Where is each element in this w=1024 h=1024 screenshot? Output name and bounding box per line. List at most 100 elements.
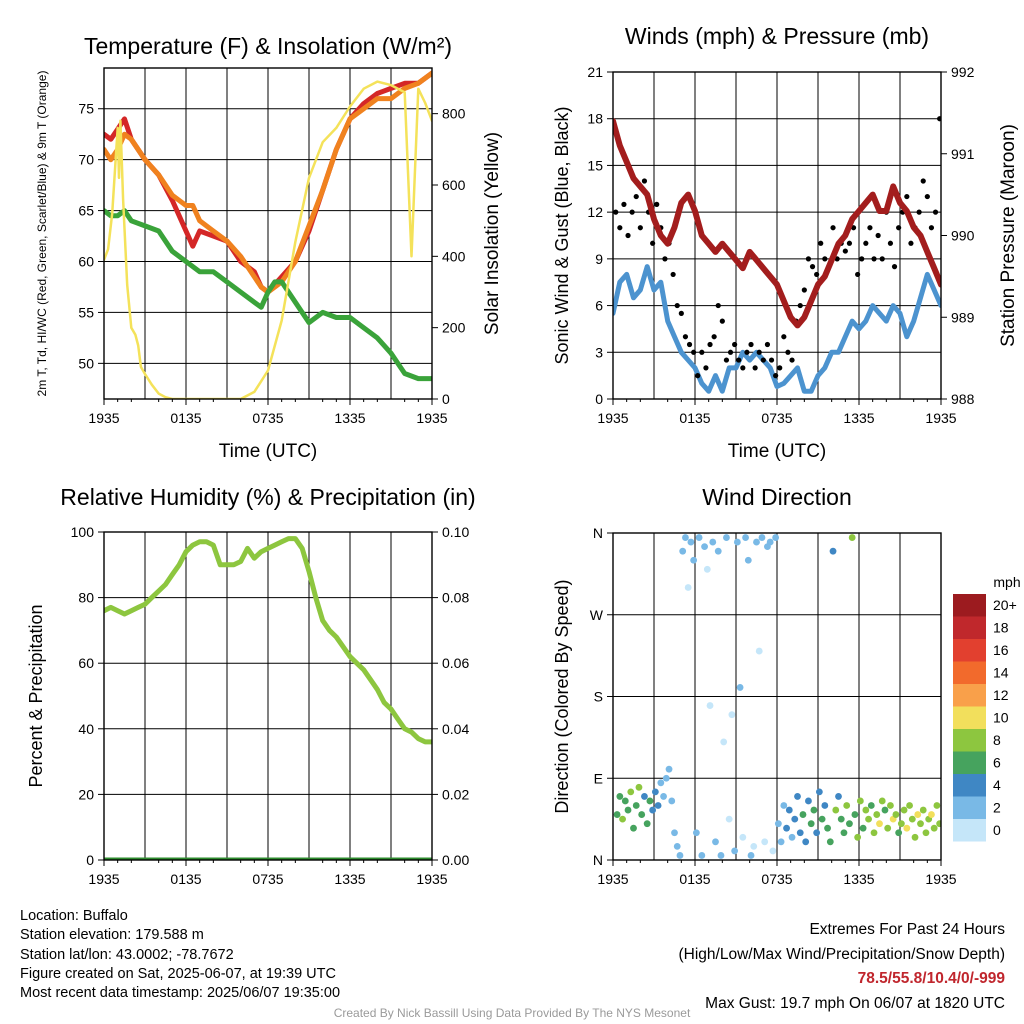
gust-point [621, 201, 627, 207]
direction-point [641, 793, 648, 800]
direction-point [917, 820, 924, 828]
colorbar-swatch [953, 684, 986, 707]
direction-point [747, 852, 755, 859]
direction-point [936, 820, 941, 828]
direction-point [829, 547, 837, 555]
gust-point [764, 341, 771, 348]
gust-point [924, 193, 930, 200]
colorbar-label: 8 [993, 732, 1001, 748]
y-right-tick-label: 989 [951, 309, 975, 325]
gust-point [715, 302, 721, 309]
gust-point [674, 302, 680, 309]
gust-point [736, 357, 742, 363]
gust-point [732, 341, 738, 348]
direction-point [815, 788, 823, 796]
direction-point [725, 815, 733, 823]
colorbar-swatch [953, 661, 986, 684]
y-right-tick-label: 0 [442, 391, 450, 407]
gust-point [744, 349, 750, 355]
x-tick-label: 0735 [252, 871, 283, 887]
chart-title: Temperature (F) & Insolation (W/m²) [84, 33, 452, 59]
credit-text: Created By Nick Bassill Using Data Provi… [333, 1006, 691, 1020]
direction-point [638, 811, 646, 818]
direction-points [613, 534, 941, 859]
colorbar-label: 16 [993, 642, 1009, 658]
chart-panel-2: 0 3 6 9 12 15 18 21 988 989 990 991 992 1935 0135 0735 1… [552, 23, 1019, 462]
y-right-tick-label: 0.04 [442, 721, 469, 737]
gust-point [937, 116, 941, 122]
direction-point [720, 738, 728, 746]
direction-point [810, 806, 818, 814]
x-tick-label: 0135 [679, 410, 710, 426]
x-tick-label: 1935 [925, 410, 956, 426]
direction-point [796, 829, 804, 837]
colorbar-label: 12 [993, 687, 1009, 703]
direction-point [848, 534, 856, 541]
colorbar-label: 14 [993, 665, 1009, 681]
direction-point [646, 797, 654, 805]
gust-point [625, 232, 631, 239]
gust-point [818, 240, 824, 246]
gust-point [727, 349, 734, 355]
direction-point [813, 829, 821, 837]
direction-point [794, 793, 801, 800]
y-tick-label: 9 [595, 251, 603, 267]
direction-point [865, 815, 872, 823]
y-tick-label: 70 [78, 152, 94, 168]
y-right-axis-label: Station Pressure (Maroon) [998, 124, 1019, 347]
y-tick-label: W [590, 607, 604, 623]
x-tick-label: 0135 [170, 871, 201, 887]
y-tick-label: N [593, 852, 603, 868]
direction-point [854, 833, 862, 841]
extremes-values: 78.5/55.8/10.4/0/-999 [857, 970, 1005, 987]
gust-point [789, 357, 795, 363]
y-axis-label: Percent & Precipitation [26, 604, 46, 787]
direction-point [733, 538, 741, 546]
direction-point [821, 802, 829, 809]
direction-point [736, 684, 744, 691]
gust-point [748, 341, 754, 348]
direction-point [706, 702, 714, 709]
y-right-tick-label: 0.10 [442, 524, 469, 540]
direction-point [769, 847, 777, 855]
direction-point [892, 811, 900, 818]
direction-point [802, 838, 810, 846]
direction-point [930, 824, 938, 832]
gust-point [920, 178, 926, 184]
gust-point [617, 225, 623, 231]
colorbar-swatch [953, 729, 986, 752]
direction-point [627, 788, 635, 796]
direction-point [714, 547, 722, 555]
y-tick-label: 40 [78, 721, 94, 737]
direction-point [649, 806, 657, 814]
y-tick-label: 100 [71, 524, 95, 540]
direction-point [911, 833, 919, 841]
direction-point [870, 829, 878, 837]
direction-point [692, 829, 700, 837]
gust-point [896, 225, 902, 231]
station-info: Location: Buffalo Station elevation: 179… [20, 907, 340, 1003]
direction-point [788, 833, 796, 841]
y-tick-label: 60 [78, 254, 94, 270]
y-right-tick-label: 0.08 [442, 590, 469, 606]
speed-colorbar: mph 20+ 18 16 14 12 10 8 6 4 2 0 [953, 574, 1021, 842]
direction-point [859, 824, 867, 832]
y-right-tick-label: 200 [442, 320, 466, 336]
direction-point [867, 802, 875, 809]
gust-point [637, 225, 643, 231]
direction-point [621, 797, 629, 805]
y-tick-label: 80 [78, 590, 94, 606]
direction-point [908, 815, 916, 823]
direction-point [728, 711, 736, 719]
direction-point [881, 806, 889, 814]
gust-point [805, 256, 812, 262]
direction-point [731, 847, 739, 855]
direction-point [624, 806, 632, 814]
colorbar-label: 0 [993, 822, 1001, 838]
direction-point [687, 538, 695, 546]
y-tick-label: 50 [78, 355, 94, 371]
x-tick-label: 1935 [416, 871, 447, 887]
direction-point [783, 824, 790, 832]
x-tick-label: 1335 [843, 871, 874, 887]
